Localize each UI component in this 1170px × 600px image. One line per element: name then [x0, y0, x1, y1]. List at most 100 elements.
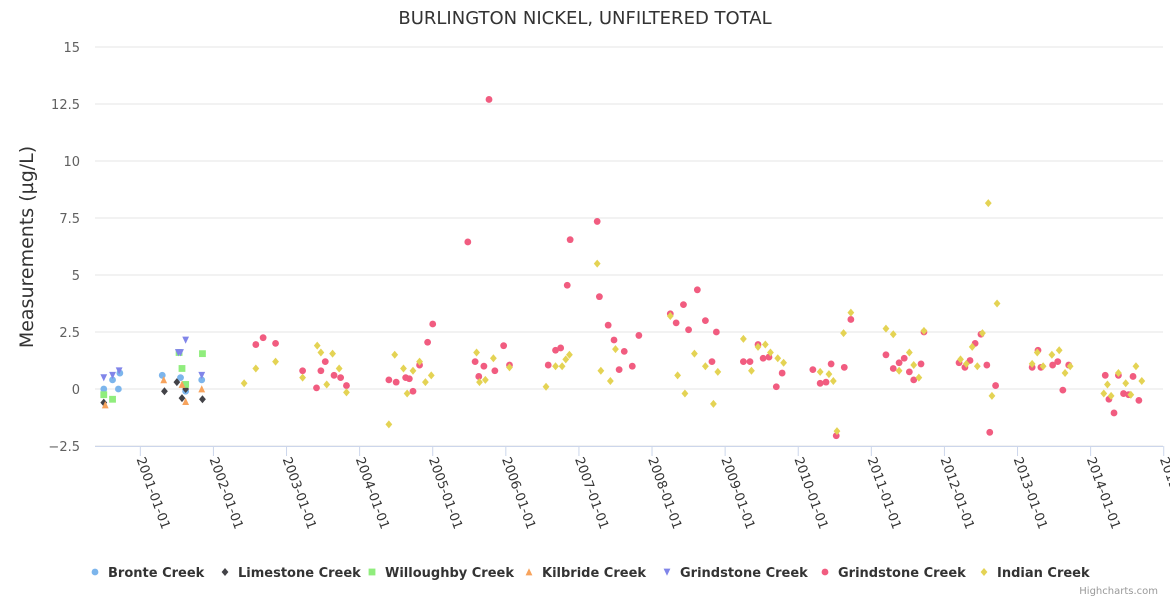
data-point[interactable] — [962, 359, 970, 368]
data-point[interactable] — [198, 385, 206, 393]
data-point[interactable] — [1055, 346, 1063, 355]
data-point[interactable] — [968, 342, 976, 351]
data-point[interactable] — [1138, 377, 1146, 386]
data-point[interactable] — [761, 340, 769, 349]
data-point[interactable] — [1104, 380, 1111, 389]
data-point[interactable] — [1028, 359, 1036, 368]
legend-item[interactable]: Bronte Creek — [91, 566, 205, 581]
data-point[interactable] — [429, 320, 437, 328]
data-point[interactable] — [740, 358, 747, 366]
data-point[interactable] — [1033, 348, 1041, 357]
data-point[interactable] — [161, 387, 168, 396]
legend-symbol[interactable] — [821, 568, 829, 576]
data-point[interactable] — [847, 316, 855, 323]
data-point[interactable] — [544, 361, 552, 369]
data-point[interactable] — [595, 293, 603, 301]
data-point[interactable] — [973, 362, 981, 371]
data-point[interactable] — [748, 366, 755, 375]
data-point[interactable] — [317, 348, 325, 357]
data-point[interactable] — [691, 349, 698, 358]
data-point[interactable] — [475, 373, 483, 380]
legend-symbol[interactable] — [980, 568, 988, 576]
data-point[interactable] — [100, 385, 108, 393]
data-point[interactable] — [330, 371, 338, 379]
data-point[interactable] — [158, 371, 166, 379]
data-point[interactable] — [109, 376, 116, 384]
data-point[interactable] — [910, 361, 918, 370]
data-point[interactable] — [182, 336, 190, 344]
data-point[interactable] — [317, 367, 325, 375]
data-point[interactable] — [889, 365, 897, 372]
data-point[interactable] — [473, 348, 480, 357]
data-point[interactable] — [299, 367, 307, 375]
data-point[interactable] — [778, 369, 786, 377]
data-point[interactable] — [822, 378, 830, 386]
data-point[interactable] — [685, 326, 692, 334]
data-point[interactable] — [772, 383, 780, 391]
legend-item[interactable]: Limestone Creek — [221, 566, 362, 581]
data-point[interactable] — [160, 376, 168, 384]
data-point[interactable] — [471, 358, 479, 366]
data-point[interactable] — [957, 355, 964, 364]
legend-symbol[interactable] — [525, 568, 533, 576]
data-point[interactable] — [321, 358, 329, 366]
data-point[interactable] — [701, 362, 709, 371]
data-point[interactable] — [1101, 371, 1109, 379]
data-point[interactable] — [240, 379, 248, 388]
data-point[interactable] — [780, 358, 788, 367]
data-point[interactable] — [809, 366, 817, 374]
data-point[interactable] — [177, 349, 184, 357]
data-point[interactable] — [635, 332, 643, 339]
data-point[interactable] — [674, 371, 682, 380]
data-point[interactable] — [424, 338, 432, 346]
data-point[interactable] — [272, 357, 279, 366]
data-point[interactable] — [900, 354, 908, 362]
data-point[interactable] — [610, 336, 618, 344]
data-point[interactable] — [100, 398, 108, 407]
data-point[interactable] — [816, 367, 824, 376]
data-point[interactable] — [385, 420, 393, 429]
data-point[interactable] — [840, 329, 847, 338]
data-point[interactable] — [566, 350, 573, 359]
data-point[interactable] — [988, 391, 996, 400]
data-point[interactable] — [178, 365, 186, 372]
data-point[interactable] — [895, 359, 903, 367]
data-point[interactable] — [593, 218, 601, 225]
data-point[interactable] — [343, 382, 350, 389]
data-point[interactable] — [480, 362, 488, 370]
data-point[interactable] — [552, 362, 559, 371]
data-point[interactable] — [1048, 350, 1056, 359]
data-point[interactable] — [329, 349, 336, 358]
data-point[interactable] — [1122, 379, 1130, 388]
legend[interactable]: Bronte Creek Limestone Creek Willoughby Cr… — [91, 566, 1090, 581]
data-point[interactable] — [392, 378, 400, 386]
data-point[interactable] — [905, 348, 913, 357]
data-point[interactable] — [1059, 386, 1067, 394]
data-point[interactable] — [615, 366, 623, 374]
legend-item[interactable]: Grindstone Creek — [821, 566, 967, 581]
data-point[interactable] — [1066, 362, 1074, 371]
data-point[interactable] — [178, 380, 186, 388]
legend-item[interactable]: Willoughby Creek — [368, 566, 515, 581]
data-point[interactable] — [1107, 391, 1115, 400]
data-point[interactable] — [403, 389, 411, 398]
data-point[interactable] — [343, 388, 350, 397]
data-point[interactable] — [198, 371, 206, 380]
data-point[interactable] — [666, 312, 674, 321]
data-point[interactable] — [759, 354, 767, 362]
data-point[interactable] — [920, 326, 928, 335]
legend-item[interactable]: Grindstone Creek — [663, 566, 809, 581]
data-point[interactable] — [612, 345, 619, 354]
data-point[interactable] — [966, 357, 974, 364]
data-point[interactable] — [500, 342, 508, 350]
data-point[interactable] — [915, 373, 923, 382]
data-point[interactable] — [767, 348, 774, 357]
data-point[interactable] — [272, 340, 279, 347]
data-point[interactable] — [391, 350, 399, 359]
data-point[interactable] — [1135, 397, 1143, 404]
data-point[interactable] — [740, 334, 747, 343]
data-point[interactable] — [604, 321, 612, 329]
data-point[interactable] — [597, 366, 605, 375]
data-point[interactable] — [313, 384, 320, 392]
data-point[interactable] — [984, 199, 992, 208]
